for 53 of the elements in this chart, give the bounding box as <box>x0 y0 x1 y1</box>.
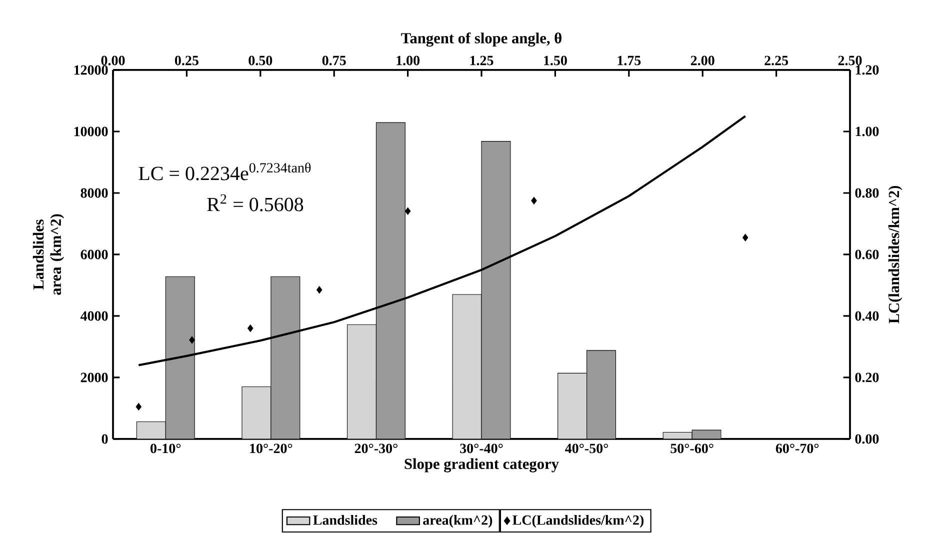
bar <box>242 386 272 439</box>
x-tick-label: 0.00 <box>101 56 125 66</box>
bar <box>558 372 588 439</box>
y-tick-label: 0 <box>102 434 108 444</box>
x-tick-label: 50°-60° <box>670 444 714 454</box>
x-tick-label: 60°-70° <box>776 444 819 454</box>
x-tick-label: 1.50 <box>544 56 567 66</box>
y-tick-label: 0.00 <box>855 434 879 444</box>
legend-label: area(km^2) <box>423 514 492 528</box>
y-tick-label: 2000 <box>80 372 108 382</box>
x-tick-label: 0-10° <box>150 444 181 454</box>
x-tick-label: 10°-20° <box>250 444 292 454</box>
y-tick-label: 12000 <box>74 65 108 75</box>
x-tick-label: 2.00 <box>690 56 714 66</box>
x-tick-label: 2.25 <box>764 56 788 66</box>
y-axis-title: LC(landslides/km^2) <box>888 186 902 324</box>
bar <box>346 324 376 439</box>
annotation: $\text{R}^{\text{2}}\text{ = 0.5608}$ <box>207 194 304 212</box>
x-tick-label: 40°-50° <box>565 444 608 454</box>
x-axis-title: Tangent of slope angle, θ <box>401 32 562 47</box>
x-tick-label: 1.75 <box>618 56 641 66</box>
bar <box>452 294 482 439</box>
y-tick-label: 6000 <box>80 250 108 260</box>
y-axis-title: Landslides area (km^2) <box>32 214 64 295</box>
legend-label: LC(Landslides/km^2) <box>512 514 644 528</box>
x-tick-label: 2.50 <box>838 56 862 66</box>
y-tick-label: 0.20 <box>855 372 879 382</box>
point <box>404 207 411 215</box>
x-tick-label: 20°-30° <box>354 444 398 454</box>
legend-label: Landslides <box>313 514 378 525</box>
y-tick-label: 1.20 <box>856 65 879 75</box>
x-tick-label: 30°-40° <box>460 444 503 454</box>
x-tick-label: 1.25 <box>470 56 494 66</box>
y-tick-label: 10000 <box>74 126 108 136</box>
point <box>316 286 322 294</box>
point <box>189 336 195 344</box>
x-tick-label: 0.50 <box>248 56 272 66</box>
y-tick-label: 0.80 <box>855 188 879 198</box>
y-tick-label: 0.40 <box>855 311 879 321</box>
y-tick-label: 4000 <box>80 311 108 321</box>
y-tick-label: 0.60 <box>855 250 879 260</box>
x-tick-label: 1.00 <box>396 56 420 66</box>
point <box>136 402 142 410</box>
point <box>531 196 537 204</box>
point <box>742 234 748 242</box>
x-axis-title: Slope gradient category <box>404 458 559 472</box>
y-tick-label: 8000 <box>80 188 108 198</box>
x-tick-label: 0.25 <box>174 56 198 66</box>
x-tick-label: 0.75 <box>322 56 346 66</box>
bar <box>136 421 166 439</box>
y-tick-label: 1.00 <box>856 126 879 136</box>
annotation: $\text{LC = 0.2234e}^{\text{0.7234tanθ}}$ <box>138 162 311 180</box>
point <box>248 324 254 332</box>
